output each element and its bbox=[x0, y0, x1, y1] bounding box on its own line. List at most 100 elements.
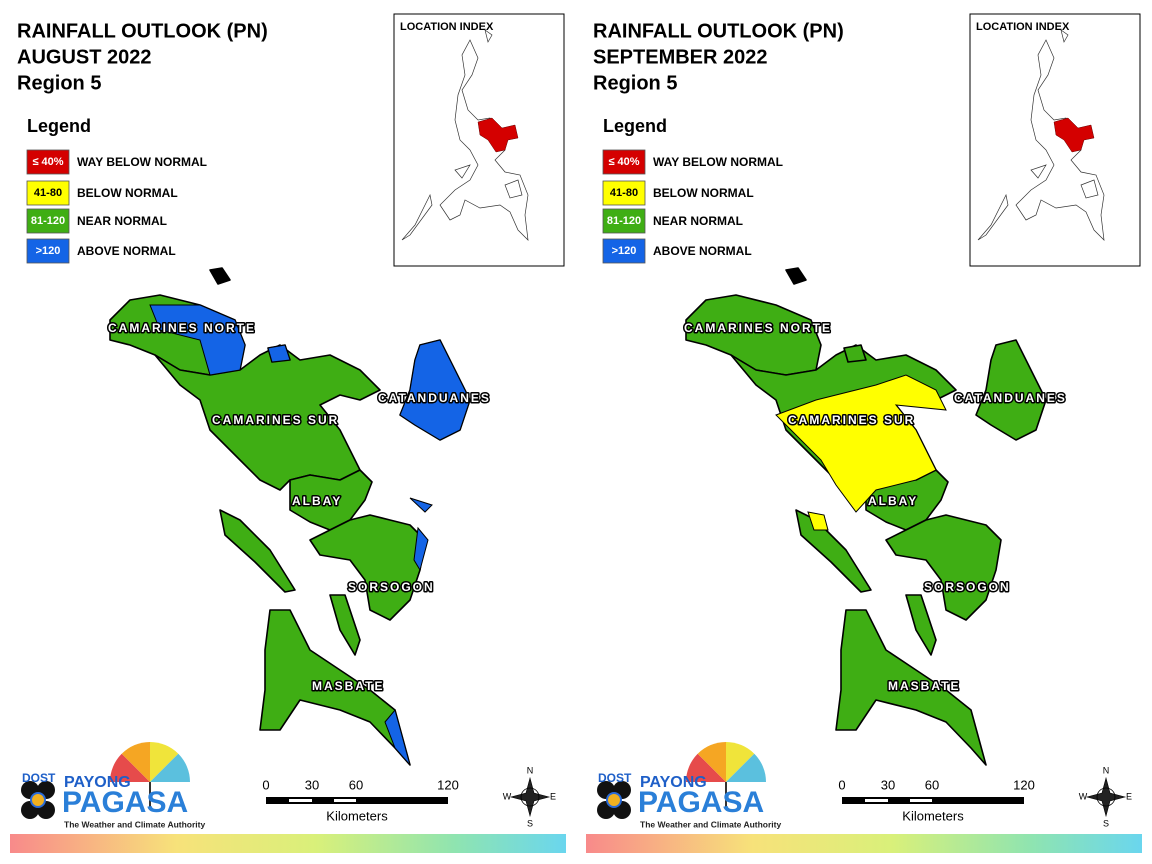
scale-label: 60 bbox=[925, 777, 939, 792]
scale-segment bbox=[289, 799, 312, 802]
compass-rose bbox=[509, 776, 551, 818]
compass-letter: W bbox=[1079, 791, 1088, 801]
province-area bbox=[154, 344, 381, 491]
legend-swatch bbox=[602, 238, 646, 264]
inset-frame bbox=[393, 13, 565, 267]
compass-ring bbox=[520, 787, 540, 807]
inset-title: LOCATION INDEX bbox=[400, 21, 494, 33]
scale-label: 120 bbox=[1013, 777, 1035, 792]
outlook-area bbox=[384, 708, 411, 766]
province-area bbox=[843, 344, 867, 363]
legend-description: ABOVE NORMAL bbox=[77, 244, 176, 258]
province-label: CAMARINES SUR bbox=[788, 413, 915, 427]
scale-label: 30 bbox=[305, 777, 319, 792]
legend-description: NEAR NORMAL bbox=[653, 214, 743, 228]
province-area bbox=[835, 609, 987, 766]
province-area bbox=[209, 267, 231, 285]
title-line: RAINFALL OUTLOOK (PN) bbox=[593, 20, 844, 42]
province-label: CATANDUANES bbox=[378, 391, 491, 405]
legend-description: BELOW NORMAL bbox=[653, 186, 754, 200]
logo-umbrella bbox=[726, 742, 755, 782]
legend-label: 41-80 bbox=[610, 187, 638, 199]
legend-description: NEAR NORMAL bbox=[77, 214, 167, 228]
province-area bbox=[259, 609, 411, 766]
legend-swatch bbox=[26, 149, 70, 175]
compass-ring bbox=[1096, 787, 1116, 807]
scale-bar bbox=[266, 797, 448, 804]
scale-label: 60 bbox=[349, 777, 363, 792]
legend-swatch bbox=[602, 180, 646, 206]
province-area bbox=[795, 509, 872, 593]
logo-umbrella bbox=[686, 753, 726, 782]
legend-description: ABOVE NORMAL bbox=[653, 244, 752, 258]
inset-country bbox=[977, 29, 1105, 241]
legend-label: >120 bbox=[36, 245, 61, 257]
province-label: ALBAY bbox=[292, 494, 342, 508]
legend-description: WAY BELOW NORMAL bbox=[77, 155, 207, 169]
province-area bbox=[885, 514, 1002, 621]
province-label: CAMARINES SUR bbox=[212, 413, 339, 427]
outlook-area bbox=[399, 339, 471, 441]
legend-label: >120 bbox=[612, 245, 637, 257]
title-line: SEPTEMBER 2022 bbox=[593, 46, 768, 68]
logo-agency: DOST bbox=[598, 771, 632, 785]
outlook-area bbox=[149, 304, 246, 376]
compass-letter: N bbox=[1103, 765, 1110, 775]
scale-label: 30 bbox=[881, 777, 895, 792]
compass-letter: E bbox=[550, 791, 556, 801]
province-label: SORSOGON bbox=[348, 580, 435, 594]
legend-title: Legend bbox=[603, 116, 667, 136]
logo-umbrella bbox=[150, 742, 179, 782]
inset-country bbox=[401, 29, 529, 241]
province-area bbox=[219, 509, 296, 593]
province-label: ALBAY bbox=[868, 494, 918, 508]
logo-umbrella bbox=[150, 753, 190, 782]
province-label: SORSOGON bbox=[924, 580, 1011, 594]
logo-program: PAYONG bbox=[640, 774, 707, 791]
province-label: CAMARINES NORTE bbox=[108, 321, 256, 335]
panel: RAINFALL OUTLOOK (PN) SEPTEMBER 2022 Regio… bbox=[586, 13, 1142, 853]
logo-emblem-center bbox=[30, 792, 46, 808]
outlook-area bbox=[775, 374, 947, 513]
inset-title: LOCATION INDEX bbox=[976, 21, 1070, 33]
scale-label: 120 bbox=[437, 777, 459, 792]
province-area bbox=[785, 267, 807, 285]
scale-segment bbox=[865, 799, 888, 802]
legend-swatch bbox=[26, 180, 70, 206]
logo-program: PAYONG bbox=[64, 774, 131, 791]
compass-letter: W bbox=[503, 791, 512, 801]
legend-swatch bbox=[26, 208, 70, 234]
province-area bbox=[975, 339, 1047, 441]
legend-label: 81-120 bbox=[31, 215, 65, 227]
logo-tagline: The Weather and Climate Authority bbox=[64, 819, 205, 829]
compass-letter: E bbox=[1126, 791, 1132, 801]
scale-bar bbox=[842, 797, 1024, 804]
outlook-area bbox=[267, 344, 291, 363]
scale-unit: Kilometers bbox=[902, 808, 964, 823]
legend-swatch bbox=[602, 149, 646, 175]
title-line: RAINFALL OUTLOOK (PN) bbox=[17, 20, 268, 42]
logo-emblem-center bbox=[606, 792, 622, 808]
color-band bbox=[10, 834, 566, 853]
compass-letter: S bbox=[527, 818, 533, 828]
scale-label: 0 bbox=[838, 777, 845, 792]
logo-name: PAGASA bbox=[638, 786, 764, 819]
legend-description: BELOW NORMAL bbox=[77, 186, 178, 200]
logo-umbrella bbox=[697, 742, 726, 782]
logo-agency: DOST bbox=[22, 771, 56, 785]
legend-title: Legend bbox=[27, 116, 91, 136]
province-label: CAMARINES NORTE bbox=[684, 321, 832, 335]
scale-unit: Kilometers bbox=[326, 808, 388, 823]
logo-umbrella bbox=[121, 742, 150, 782]
legend-label: 41-80 bbox=[34, 187, 62, 199]
outlook-area bbox=[409, 497, 433, 513]
province-area bbox=[289, 469, 373, 531]
inset-region bbox=[1053, 117, 1095, 153]
logo-umbrella bbox=[110, 753, 150, 782]
logo-umbrella bbox=[726, 753, 766, 782]
logo-name: PAGASA bbox=[62, 786, 188, 819]
legend-label: ≤ 40% bbox=[32, 156, 63, 168]
province-label: CATANDUANES bbox=[954, 391, 1067, 405]
title-line: Region 5 bbox=[17, 72, 101, 94]
